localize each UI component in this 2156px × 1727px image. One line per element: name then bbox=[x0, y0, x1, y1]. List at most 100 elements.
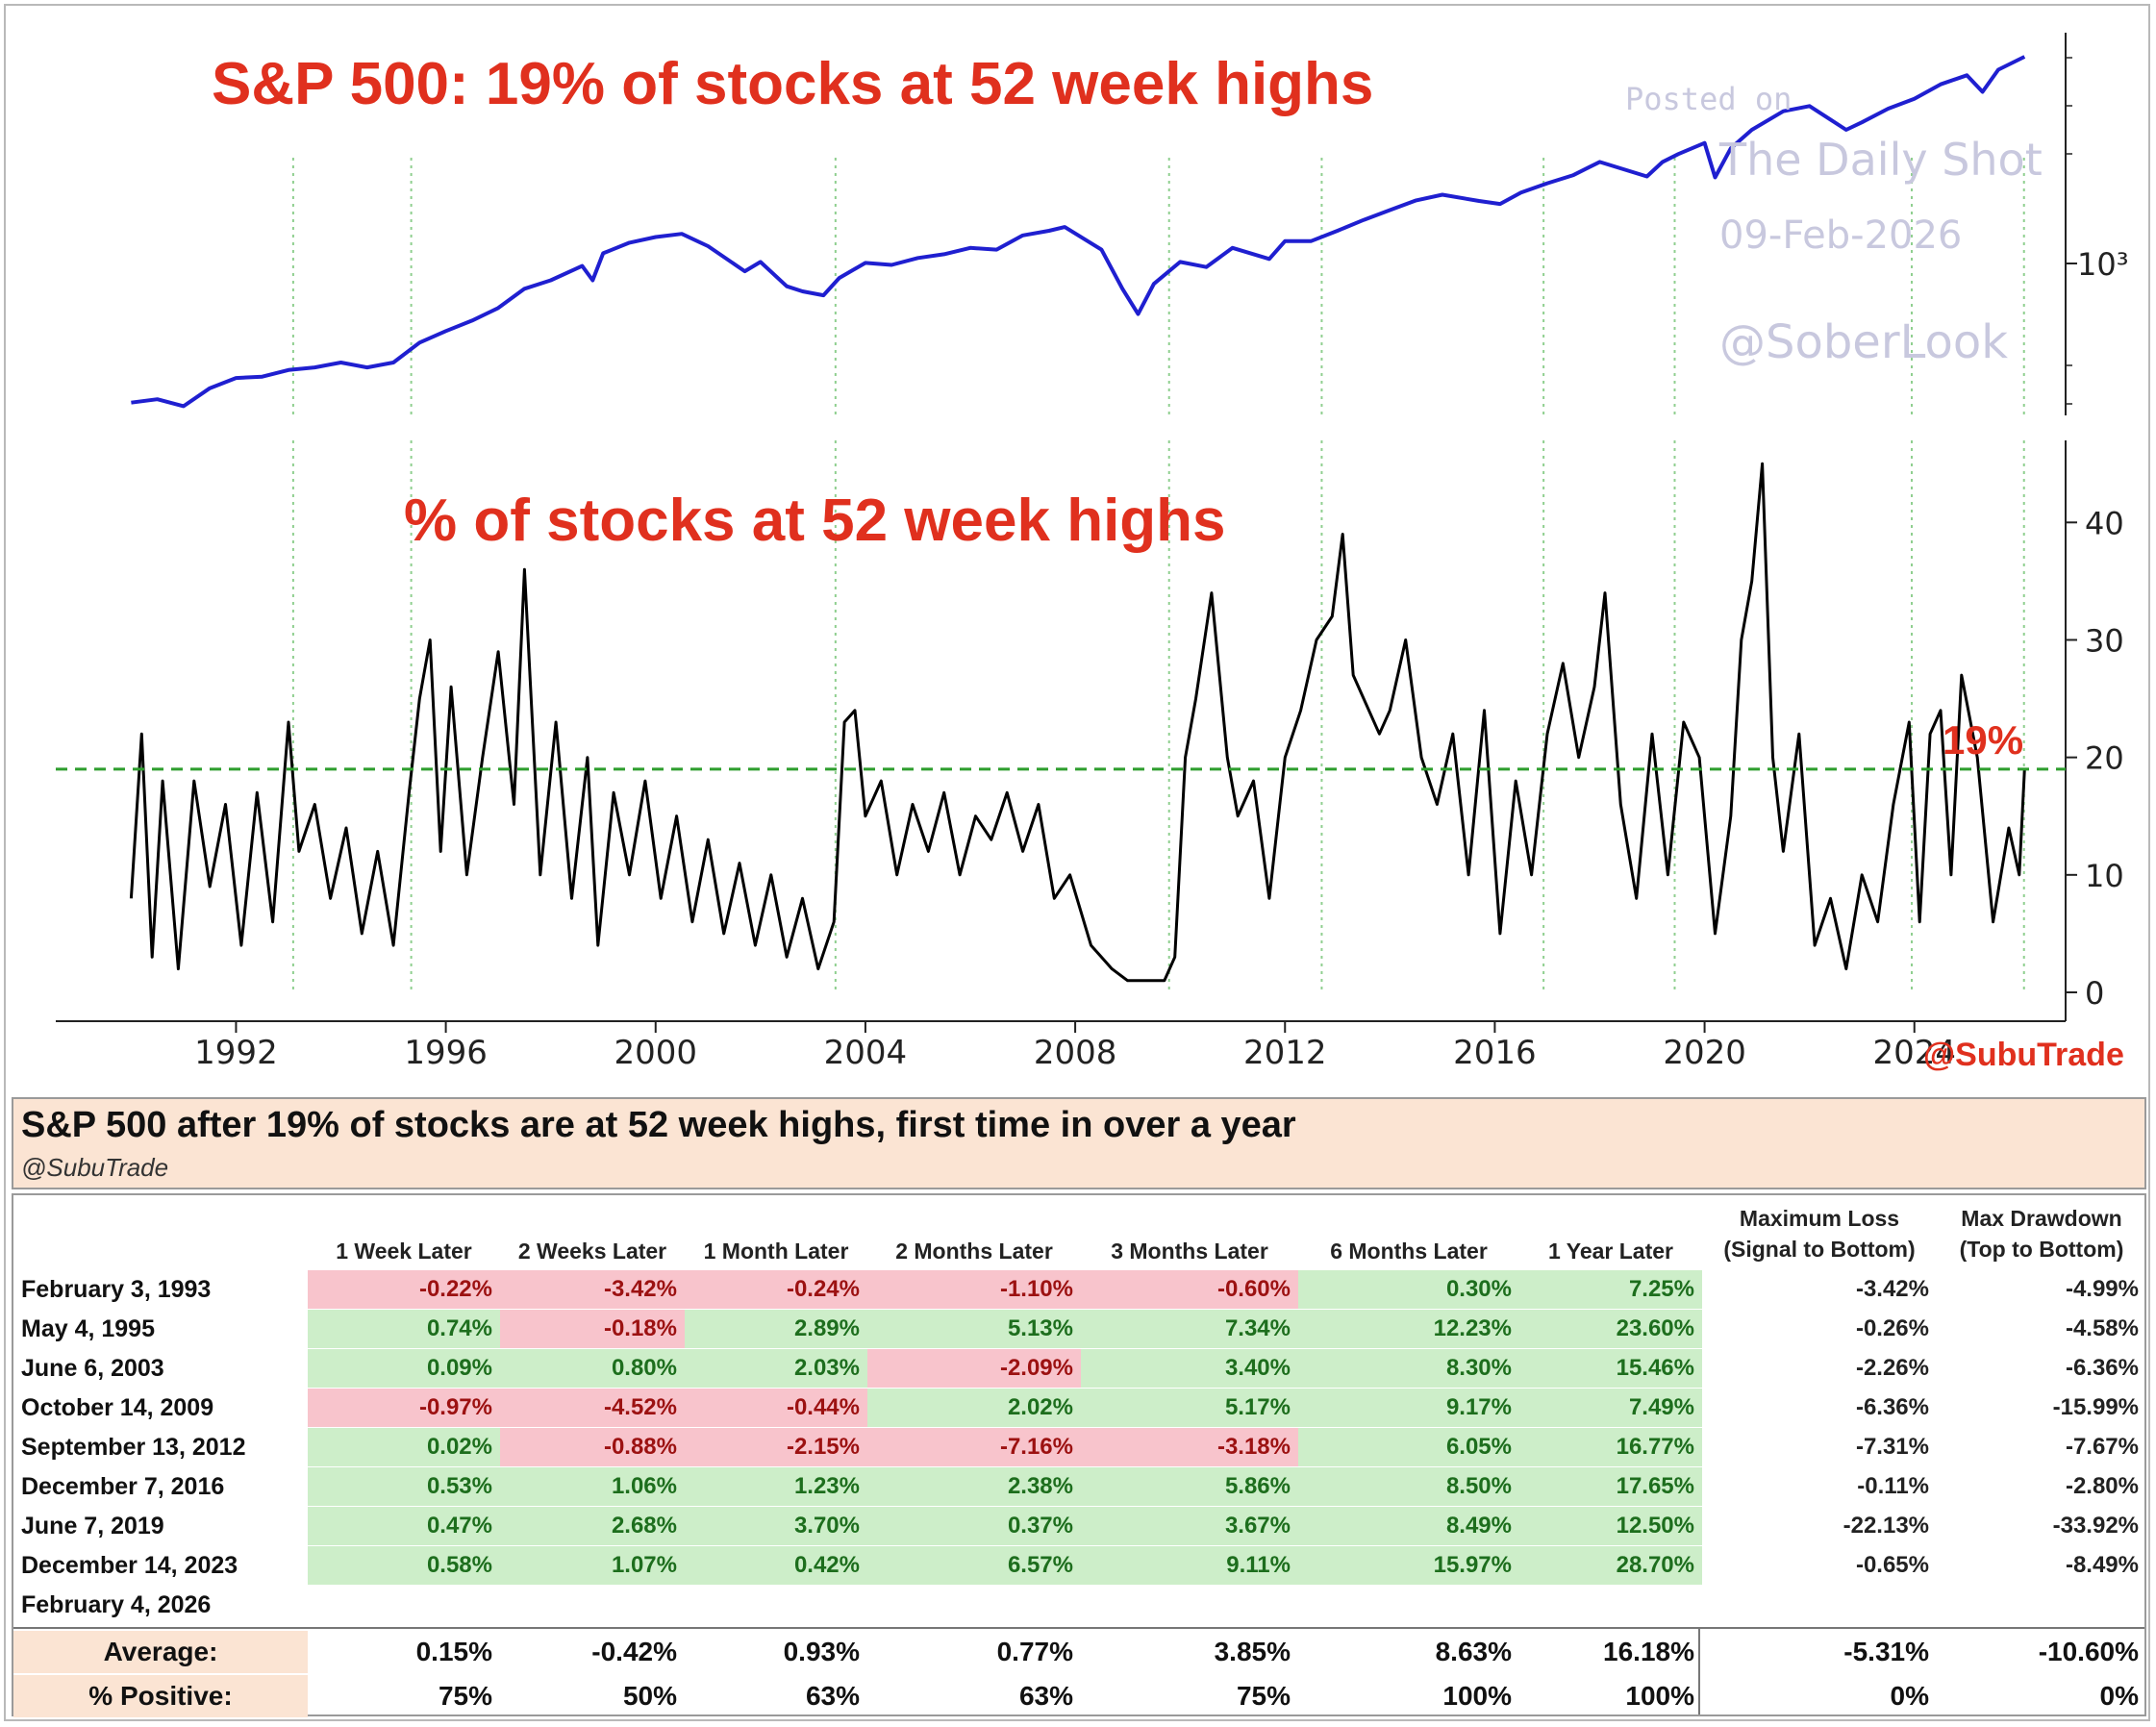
value-cell: 28.70% bbox=[1519, 1546, 1702, 1585]
table-header-band: S&P 500 after 19% of stocks are at 52 we… bbox=[12, 1097, 2146, 1189]
column-header: 6 Months Later bbox=[1330, 1239, 1488, 1264]
index-series-line bbox=[131, 55, 2026, 409]
x-tick-label: 2000 bbox=[614, 1034, 698, 1072]
value-cell: 1.07% bbox=[500, 1546, 685, 1585]
x-tick-label: 2012 bbox=[1243, 1034, 1327, 1072]
signal-lines-top bbox=[291, 158, 2025, 415]
x-tick-label: 2016 bbox=[1453, 1034, 1537, 1072]
bottom-chart-title: % of stocks at 52 week highs bbox=[404, 488, 1226, 554]
value-cell: 6.57% bbox=[867, 1546, 1081, 1585]
top-chart-title: S&P 500: 19% of stocks at 52 week highs bbox=[212, 51, 1373, 117]
loss-column-subheader: (Top to Bottom) bbox=[1959, 1237, 2124, 1262]
row-date: February 4, 2026 bbox=[21, 1591, 212, 1618]
y-tick-label: 0 bbox=[2085, 975, 2104, 1012]
value-cell: 3.70% bbox=[685, 1507, 867, 1545]
loss-cell: -3.42% bbox=[1855, 1276, 1929, 1302]
value-cell: 7.49% bbox=[1519, 1389, 1702, 1427]
column-header: 2 Months Later bbox=[895, 1239, 1053, 1264]
loss-cell: -0.65% bbox=[1855, 1552, 1929, 1578]
value-cell: -0.88% bbox=[500, 1428, 685, 1466]
value-cell: 9.11% bbox=[1081, 1546, 1298, 1585]
column-header: 1 Month Later bbox=[703, 1239, 849, 1264]
loss-cell: -6.36% bbox=[1855, 1394, 1929, 1420]
value-cell: 12.50% bbox=[1519, 1507, 1702, 1545]
row-date: June 7, 2019 bbox=[21, 1513, 164, 1539]
summary-cell: 75% bbox=[1236, 1681, 1291, 1711]
value-cell: 8.30% bbox=[1298, 1349, 1519, 1388]
loss-cell: -22.13% bbox=[1843, 1513, 1929, 1539]
loss-cell: -6.36% bbox=[2065, 1355, 2139, 1381]
value-cell: -4.52% bbox=[500, 1389, 685, 1427]
value-cell: 2.02% bbox=[867, 1389, 1081, 1427]
loss-cell: -2.80% bbox=[2065, 1473, 2139, 1499]
loss-column-separator bbox=[1698, 1627, 1700, 1714]
summary-cell: 50% bbox=[622, 1681, 677, 1711]
summary-cell: 0.93% bbox=[783, 1637, 860, 1666]
column-header: 3 Months Later bbox=[1111, 1239, 1268, 1264]
value-cell: 0.47% bbox=[308, 1507, 500, 1545]
value-cell: 1.06% bbox=[500, 1467, 685, 1506]
x-tick-label: 2008 bbox=[1034, 1034, 1117, 1072]
value-cell: -3.42% bbox=[500, 1270, 685, 1309]
value-cell: -0.97% bbox=[308, 1389, 500, 1427]
value-cell: 0.42% bbox=[685, 1546, 867, 1585]
value-cell: 12.23% bbox=[1298, 1310, 1519, 1348]
value-cell: -0.18% bbox=[500, 1310, 685, 1348]
loss-column-header: Maximum Loss bbox=[1739, 1206, 1900, 1231]
value-cell: -1.10% bbox=[867, 1270, 1081, 1309]
charts-svg: 10³ S&P 500: 19% of stocks at 52 week hi… bbox=[56, 33, 2129, 1073]
column-header: 1 Week Later bbox=[336, 1239, 472, 1264]
value-cell: 0.58% bbox=[308, 1546, 500, 1585]
summary-cell: 3.85% bbox=[1214, 1637, 1291, 1666]
loss-cell: -8.49% bbox=[2065, 1552, 2139, 1578]
y-tick-log: 10³ bbox=[2077, 246, 2129, 283]
value-cell: 0.53% bbox=[308, 1467, 500, 1506]
value-cell: 2.38% bbox=[867, 1467, 1081, 1506]
watermark-date: 09-Feb-2026 bbox=[1719, 213, 1962, 258]
loss-cell: -2.26% bbox=[1855, 1355, 1929, 1381]
pct-panel: 0 10 20 30 40 1992 1996 2000 2004 2008 2012 2016 20… bbox=[56, 440, 2124, 1073]
value-cell: 0.80% bbox=[500, 1349, 685, 1388]
index-panel: 10³ S&P 500: 19% of stocks at 52 week hi… bbox=[131, 33, 2129, 415]
summary-cell: 100% bbox=[1442, 1681, 1512, 1711]
watermark-handle: @SoberLook bbox=[1719, 315, 2008, 369]
value-cell: -0.24% bbox=[685, 1270, 867, 1309]
value-cell: 5.13% bbox=[867, 1310, 1081, 1348]
loss-cell: -7.67% bbox=[2065, 1434, 2139, 1460]
credit-label: @SubuTrade bbox=[1923, 1037, 2124, 1073]
loss-cell: -15.99% bbox=[2052, 1394, 2139, 1420]
loss-cell: -0.11% bbox=[1857, 1473, 1929, 1499]
pct-series-line bbox=[129, 462, 2026, 983]
summary-cell: 100% bbox=[1625, 1681, 1694, 1711]
value-cell: -7.16% bbox=[867, 1428, 1081, 1466]
value-cell: 0.37% bbox=[867, 1507, 1081, 1545]
x-axis-ticks: 1992 1996 2000 2004 2008 2012 2016 2020 2024 bbox=[194, 1021, 1956, 1072]
loss-cell: -4.99% bbox=[2065, 1276, 2139, 1302]
summary-label: Average: bbox=[13, 1631, 308, 1673]
results-table: S&P 500 after 19% of stocks are at 52 we… bbox=[12, 1097, 2146, 1720]
row-date: December 7, 2016 bbox=[21, 1473, 225, 1500]
value-cell: 0.74% bbox=[308, 1310, 500, 1348]
loss-cell: -4.58% bbox=[2065, 1315, 2139, 1341]
row-date: September 13, 2012 bbox=[21, 1434, 246, 1461]
value-cell: 5.86% bbox=[1081, 1467, 1298, 1506]
value-cell: 2.89% bbox=[685, 1310, 867, 1348]
value-cell: 3.67% bbox=[1081, 1507, 1298, 1545]
summary-cell: 16.18% bbox=[1603, 1637, 1694, 1666]
value-cell: 2.68% bbox=[500, 1507, 685, 1545]
loss-column-subheader: (Signal to Bottom) bbox=[1723, 1237, 1916, 1262]
summary-cell: -5.31% bbox=[1843, 1637, 1929, 1666]
value-cell: 0.30% bbox=[1298, 1270, 1519, 1309]
y-axis-ticks: 0 10 20 30 40 bbox=[2066, 505, 2124, 1012]
value-cell: 5.17% bbox=[1081, 1389, 1298, 1427]
table-title: S&P 500 after 19% of stocks are at 52 we… bbox=[21, 1105, 1296, 1145]
summary-cell: 0% bbox=[1890, 1681, 1929, 1711]
summary-cell: 0.77% bbox=[996, 1637, 1073, 1666]
y-tick-label: 10 bbox=[2085, 858, 2124, 894]
value-cell: 0.02% bbox=[308, 1428, 500, 1466]
summary-cell: 0.15% bbox=[415, 1637, 492, 1666]
row-date: February 3, 1993 bbox=[21, 1276, 212, 1303]
value-cell: 8.49% bbox=[1298, 1507, 1519, 1545]
value-cell: 7.25% bbox=[1519, 1270, 1702, 1309]
value-cell: -2.15% bbox=[685, 1428, 867, 1466]
